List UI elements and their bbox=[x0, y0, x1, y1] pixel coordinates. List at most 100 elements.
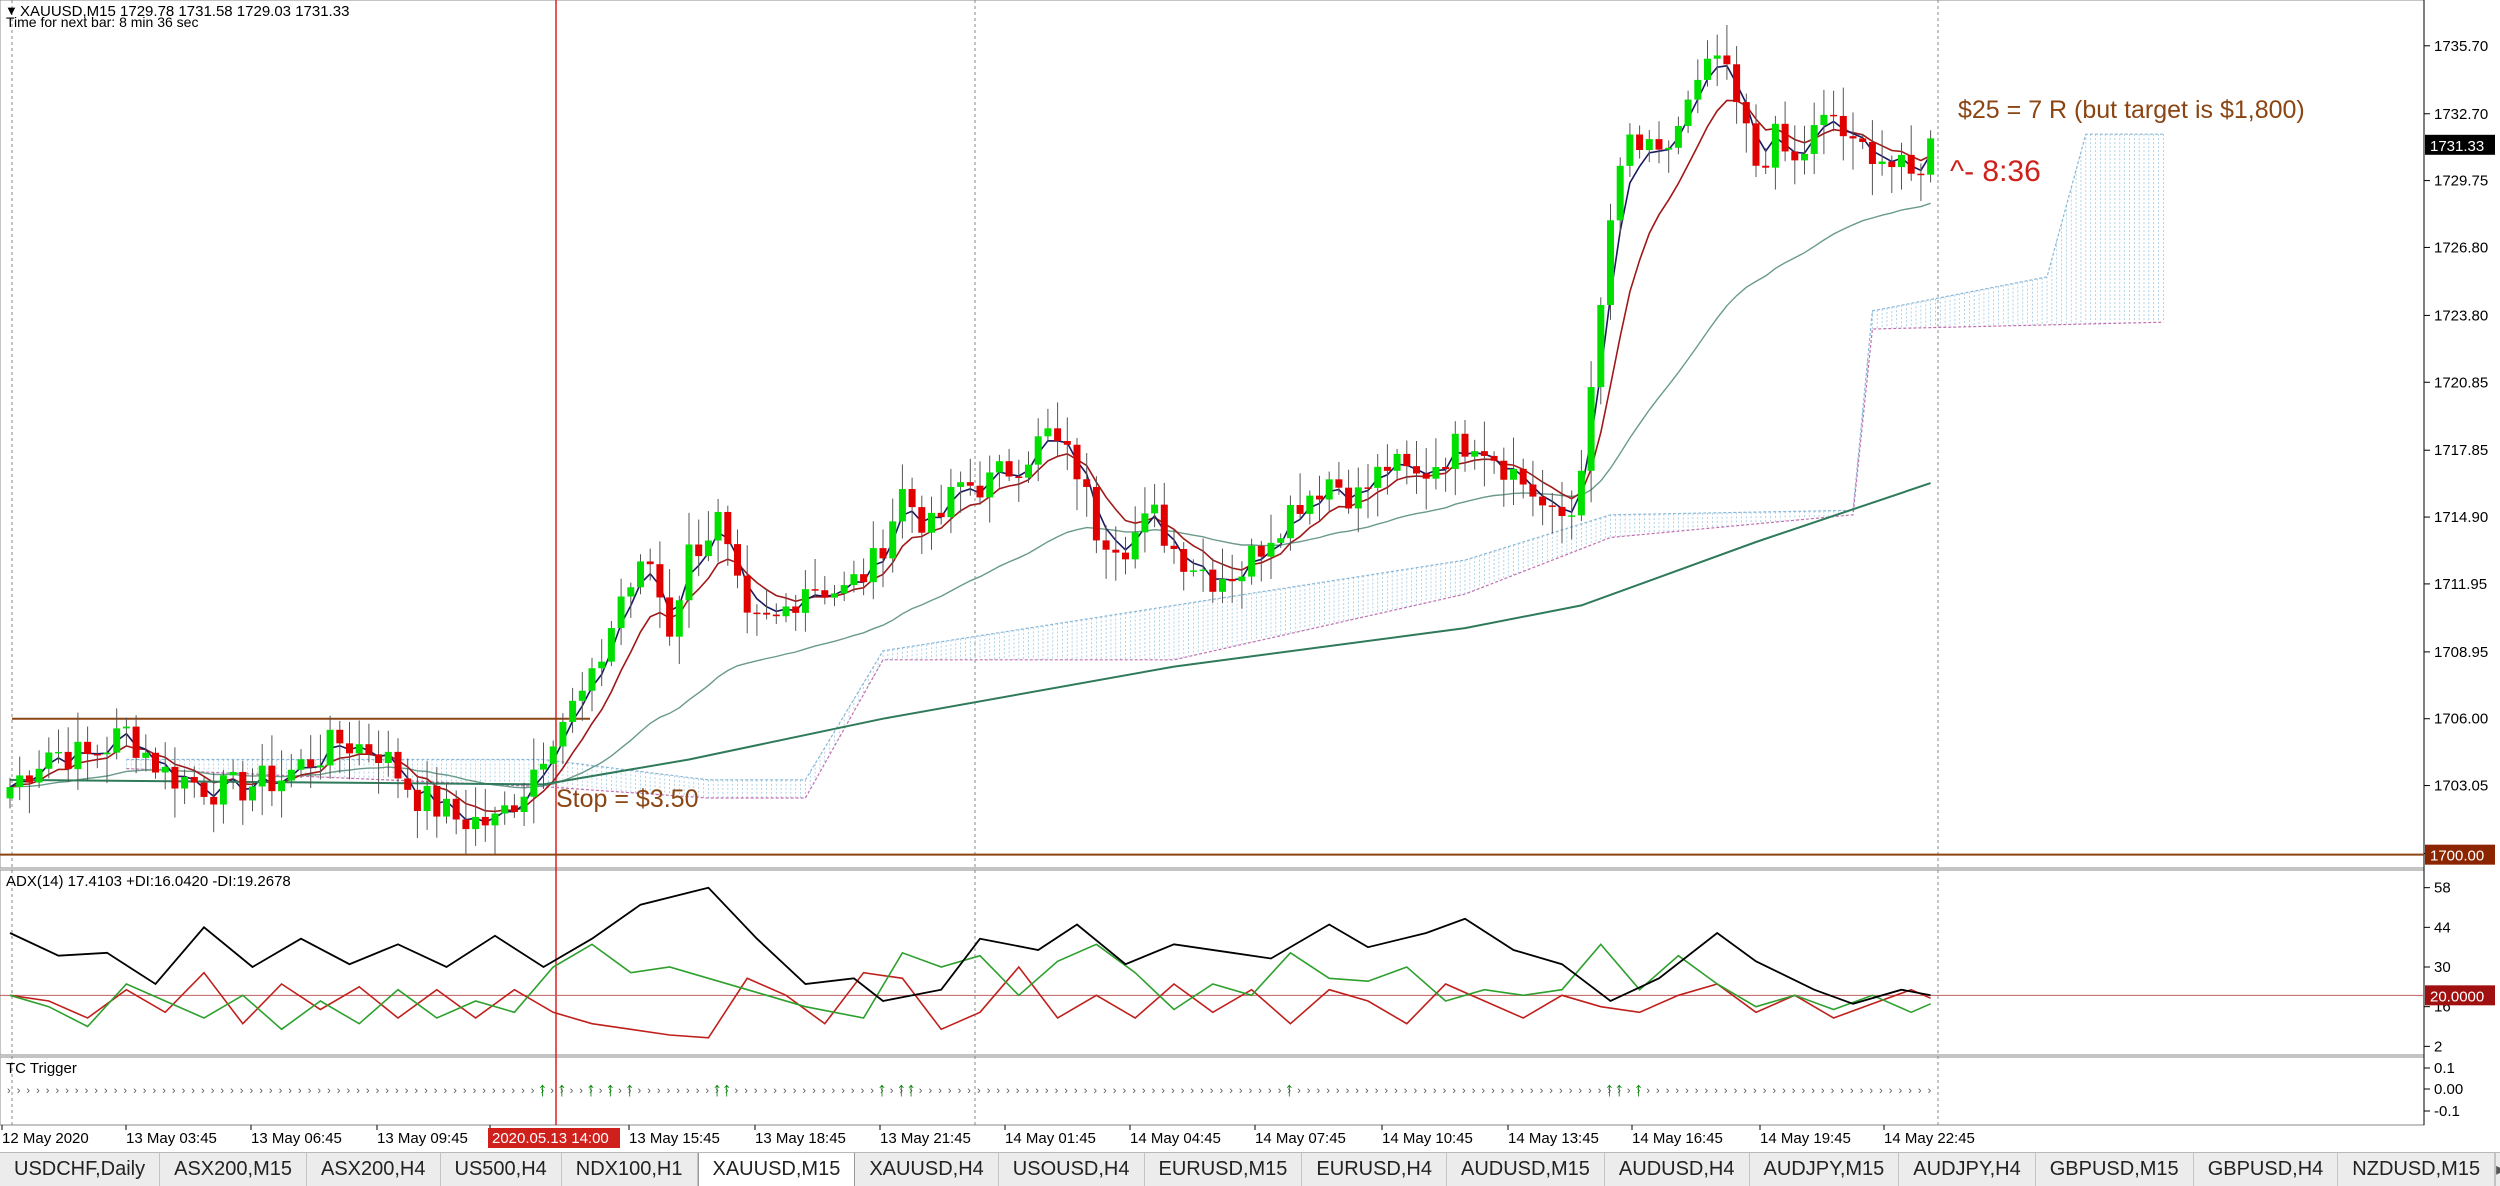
chart-area[interactable]: 1735.70 1732.70 1729.75 1726.80 1723.80 1720.… bbox=[0, 0, 2500, 1150]
tc-marker: › bbox=[1578, 1085, 1582, 1097]
bear-candle bbox=[695, 544, 703, 557]
bear-candle bbox=[1228, 578, 1236, 582]
tab-eurusd-h4[interactable]: EURUSD,H4 bbox=[1302, 1153, 1447, 1186]
tc-marker: › bbox=[230, 1085, 234, 1097]
bear-candle bbox=[966, 482, 974, 486]
bull-candle bbox=[1248, 545, 1256, 577]
tc-marker: › bbox=[1831, 1085, 1835, 1097]
bear-candle bbox=[1296, 505, 1304, 514]
bull-candle bbox=[1607, 220, 1614, 306]
tc-marker: › bbox=[802, 1085, 806, 1097]
bull-candle bbox=[540, 763, 547, 770]
tc-marker: › bbox=[240, 1085, 244, 1097]
tc-marker: › bbox=[705, 1085, 709, 1097]
bear-candle bbox=[1480, 451, 1488, 456]
time-tick-label: 13 May 18:45 bbox=[755, 1130, 846, 1147]
tc-marker: › bbox=[444, 1085, 448, 1097]
bull-candle bbox=[1684, 99, 1692, 126]
tc-marker: › bbox=[958, 1085, 962, 1097]
bull-candle bbox=[1597, 305, 1605, 388]
tc-marker: › bbox=[1452, 1085, 1456, 1097]
bull-candle bbox=[928, 512, 935, 533]
tc-marker: › bbox=[861, 1085, 865, 1097]
bull-candle bbox=[1898, 154, 1905, 168]
tab-us500-h4[interactable]: US500,H4 bbox=[441, 1153, 562, 1186]
bull-candle bbox=[1510, 468, 1517, 480]
bull-candle bbox=[1219, 578, 1226, 592]
tc-marker: › bbox=[1346, 1085, 1350, 1097]
bull-candle bbox=[588, 668, 596, 691]
tab-asx200-m15[interactable]: ASX200,M15 bbox=[160, 1153, 307, 1186]
tabs-scroll-right-icon[interactable]: ▸ bbox=[2495, 1153, 2500, 1186]
bear-candle bbox=[64, 751, 72, 770]
bear-candle bbox=[1849, 136, 1857, 139]
bear-candle bbox=[646, 561, 654, 565]
chart-title: XAUUSD,M15 1729.78 1731.58 1729.03 1731.… bbox=[20, 3, 349, 20]
bull-candle bbox=[103, 752, 111, 755]
collapse-triangle-icon[interactable]: ▼ bbox=[5, 3, 18, 18]
tc-marker: › bbox=[133, 1085, 137, 1097]
tc-marker: › bbox=[269, 1085, 273, 1097]
tab-audjpy-m15[interactable]: AUDJPY,M15 bbox=[1750, 1153, 1900, 1186]
di-plus-line bbox=[9, 943, 1931, 1031]
tc-marker: › bbox=[686, 1085, 690, 1097]
tab-gbpusd-h4[interactable]: GBPUSD,H4 bbox=[2194, 1153, 2339, 1186]
bull-candle bbox=[74, 741, 82, 770]
time-tick-label: 14 May 22:45 bbox=[1884, 1130, 1975, 1147]
di-minus-line bbox=[9, 965, 1931, 1039]
timer-annotation: ^- 8:36 bbox=[1950, 155, 2041, 188]
tc-marker: › bbox=[376, 1085, 380, 1097]
bull-candle bbox=[1577, 470, 1585, 516]
tc-marker: › bbox=[1491, 1085, 1495, 1097]
tc-marker: › bbox=[1268, 1085, 1272, 1097]
bull-candle bbox=[704, 540, 712, 557]
tab-audjpy-h4[interactable]: AUDJPY,H4 bbox=[1899, 1153, 2036, 1186]
tc-marker: › bbox=[75, 1085, 79, 1097]
bear-candle bbox=[734, 544, 741, 576]
tc-marker: › bbox=[870, 1085, 874, 1097]
tab-asx200-h4[interactable]: ASX200,H4 bbox=[307, 1153, 441, 1186]
tc-marker: › bbox=[618, 1085, 622, 1097]
tc-tick-label: 0.1 bbox=[2434, 1060, 2455, 1077]
bull-candle bbox=[957, 482, 965, 487]
tab-usdchf-daily[interactable]: USDCHF,Daily bbox=[0, 1153, 161, 1186]
tc-marker: › bbox=[851, 1085, 855, 1097]
tc-marker: › bbox=[589, 1085, 593, 1097]
bull-candle bbox=[850, 574, 858, 586]
price-tick-label: 1708.95 bbox=[2434, 644, 2488, 661]
price-tick-label: 1703.05 bbox=[2434, 778, 2488, 795]
tc-marker: › bbox=[1278, 1085, 1282, 1097]
tab-eurusd-m15[interactable]: EURUSD,M15 bbox=[1145, 1153, 1303, 1186]
bull-candle bbox=[1044, 428, 1052, 437]
adx-line bbox=[9, 886, 1931, 1005]
bear-candle bbox=[375, 754, 383, 764]
tab-ndx100-h1[interactable]: NDX100,H1 bbox=[562, 1153, 698, 1186]
horizontal-levels bbox=[0, 717, 2424, 856]
tc-marker: › bbox=[1064, 1085, 1068, 1097]
tc-marker: › bbox=[182, 1085, 186, 1097]
tc-marker: › bbox=[1375, 1085, 1379, 1097]
tc-marker: › bbox=[667, 1085, 671, 1097]
price-tick-label: 1711.95 bbox=[2434, 576, 2487, 593]
tab-xauusd-m15[interactable]: XAUUSD,M15 bbox=[697, 1153, 856, 1186]
tab-audusd-h4[interactable]: AUDUSD,H4 bbox=[1605, 1153, 1750, 1186]
time-tick-label: 14 May 04:45 bbox=[1130, 1130, 1221, 1147]
tab-gbpusd-m15[interactable]: GBPUSD,M15 bbox=[2036, 1153, 2194, 1186]
bear-candle bbox=[394, 751, 402, 779]
bear-candle bbox=[1781, 123, 1789, 152]
bull-candle bbox=[675, 600, 683, 637]
price-tick-label: 1706.00 bbox=[2434, 711, 2488, 728]
tc-up-arrow-icon: ↑ bbox=[712, 1079, 722, 1101]
bull-candle bbox=[1374, 466, 1382, 488]
tab-usousd-h4[interactable]: USOUSD,H4 bbox=[999, 1153, 1145, 1186]
tab-audusd-m15[interactable]: AUDUSD,M15 bbox=[1447, 1153, 1605, 1186]
tc-marker: › bbox=[473, 1085, 477, 1097]
bull-candle bbox=[559, 721, 567, 747]
time-tick-label: 14 May 01:45 bbox=[1005, 1130, 1096, 1147]
bull-candle bbox=[627, 587, 635, 597]
tc-marker: › bbox=[1190, 1085, 1194, 1097]
tab-xauusd-h4[interactable]: XAUUSD,H4 bbox=[855, 1153, 999, 1186]
time-tick-label: 13 May 06:45 bbox=[251, 1130, 342, 1147]
tab-nzdusd-m15[interactable]: NZDUSD,M15 bbox=[2338, 1153, 2496, 1186]
chart-canvas[interactable]: 1735.70 1732.70 1729.75 1726.80 1723.80 1720.… bbox=[0, 0, 2500, 1150]
